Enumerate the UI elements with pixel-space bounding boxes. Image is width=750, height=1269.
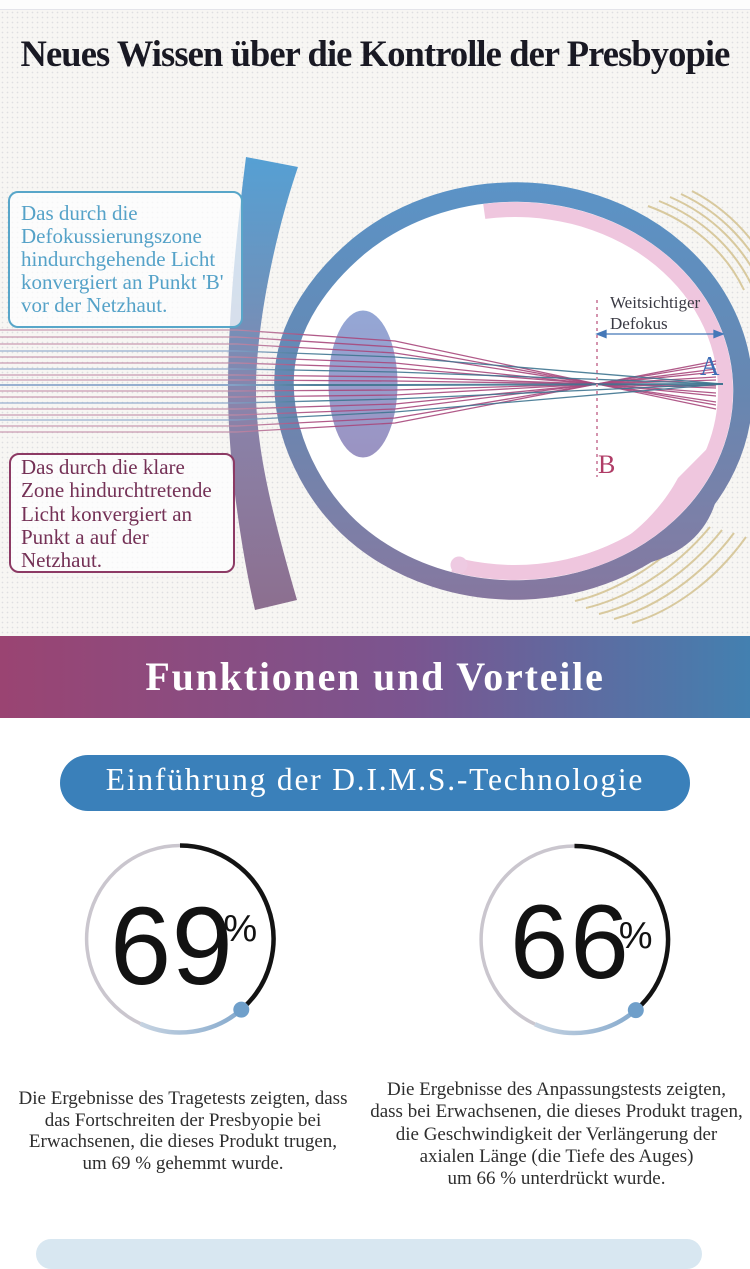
svg-text:A: A (700, 351, 720, 381)
svg-text:Defokus: Defokus (610, 314, 668, 333)
svg-text:Weitsichtiger: Weitsichtiger (610, 293, 701, 312)
svg-text:B: B (598, 450, 615, 479)
